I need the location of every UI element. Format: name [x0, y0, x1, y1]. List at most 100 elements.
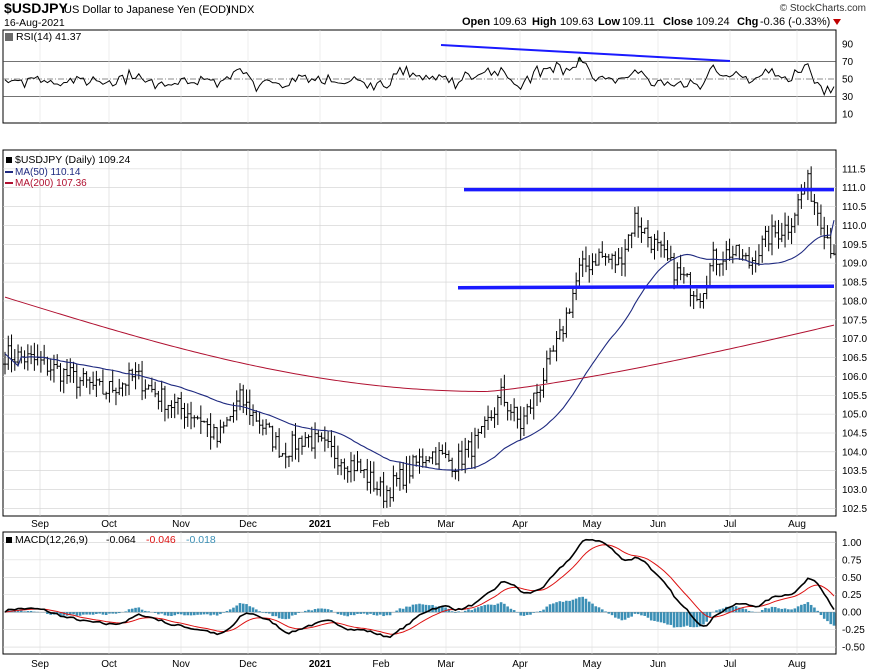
macd-histogram-bar [130, 608, 134, 613]
macd-histogram-bar [108, 612, 111, 614]
macd-histogram-bar [571, 599, 575, 613]
macd-histogram-bar [179, 612, 183, 615]
macd-histogram-bar [506, 606, 509, 613]
macd-tick-label: -0.50 [842, 643, 865, 654]
macd-histogram-bar [806, 602, 810, 613]
macd-histogram-bar [728, 606, 731, 613]
month-tick-label: Nov [172, 659, 190, 670]
macd-histogram-bar [313, 609, 317, 613]
price-axis: 111.5 111.0 110.5 110.0 109.5 109.0 108.5 108.0… [842, 164, 867, 515]
macd-histogram-bar [581, 596, 584, 613]
macd-histogram-bar [832, 612, 836, 626]
price-legend-swatch [6, 157, 12, 163]
price-tick-label: 107.0 [842, 334, 867, 345]
macd-histogram-bar [529, 612, 532, 615]
macd-histogram-bar [323, 608, 327, 613]
macd-histogram-bar [450, 611, 454, 613]
macd-histogram-bar [232, 607, 235, 613]
macd-histogram-bar [457, 611, 460, 613]
macd-tick-label: 0.25 [842, 590, 862, 601]
macd-histogram-bar [379, 612, 382, 615]
macd-histogram-bar [186, 612, 190, 616]
macd-histogram-bar [574, 598, 578, 613]
macd-histogram-bar [679, 612, 682, 628]
macd-histogram-bar [382, 612, 385, 617]
price-panel: 111.5 111.0 110.5 110.0 109.5 109.0 108.5 108.0… [2, 149, 867, 517]
macd-histogram-bar [192, 612, 196, 616]
month-tick-label: Mar [437, 659, 455, 670]
macd-histogram-bar [480, 606, 483, 613]
macd-signal-line [4, 544, 835, 635]
macd-histogram-bar [705, 612, 709, 622]
price-tick-label: 108.5 [842, 278, 867, 289]
macd-histogram-bar [643, 612, 647, 616]
macd-histogram-bar [689, 612, 692, 628]
macd-histogram-bar [486, 604, 490, 613]
rsi-tick-label: 50 [842, 75, 854, 86]
ma50-label: MA(50) 110.14 [15, 167, 81, 178]
macd-histogram-bar [630, 612, 633, 617]
macd-histogram-bar [303, 610, 307, 613]
month-tick-label: Jul [724, 519, 737, 530]
price-tick-label: 111.0 [842, 183, 866, 194]
macd-tick-label: 1.00 [842, 538, 862, 549]
macd-histogram-bar [111, 612, 115, 614]
macd-histogram-bar [751, 611, 754, 613]
macd-histogram-bar [134, 607, 137, 613]
macd-histogram-bar [783, 608, 787, 613]
macd-histogram-bar [33, 611, 36, 613]
macd-histogram-bar [356, 612, 359, 614]
macd-histogram-bar [826, 612, 829, 622]
chg-label: Chg [737, 16, 758, 28]
symbol-title: $USDJPY [4, 0, 68, 16]
macd-histogram-bar [140, 609, 144, 613]
macd-histogram-bar [78, 612, 82, 616]
down-arrow-icon [833, 19, 841, 25]
macd-histogram-bar [770, 606, 774, 613]
month-tick-label: Apr [512, 659, 528, 670]
macd-histogram-bar [95, 612, 98, 615]
macd-histogram-bar [773, 607, 777, 613]
macd-histogram-bar [101, 612, 105, 615]
ma200-line [4, 296, 835, 392]
macd-histogram-bar [669, 612, 673, 625]
macd-histogram-bar [803, 603, 806, 613]
macd-histogram-bar [395, 610, 398, 613]
macd-histogram-bar [114, 612, 118, 614]
macd-histogram-bar [268, 612, 271, 614]
macd-histogram-bar [463, 610, 467, 613]
macd-histogram-bar [307, 609, 310, 613]
macd-histogram-bar [408, 606, 412, 613]
macd-histogram-bar [633, 612, 637, 614]
macd-histogram-bar [238, 603, 242, 613]
macd-histogram-bar [676, 612, 679, 628]
macd-histogram-bar [209, 612, 212, 616]
macd-histogram-bar [6, 610, 10, 613]
macd-histogram-bar [88, 612, 92, 615]
macd-histogram-bar [620, 612, 624, 621]
macd-histogram-bar [13, 611, 17, 613]
macd-tick-label: 0.75 [842, 555, 862, 566]
price-grid [3, 150, 836, 516]
price-tick-label: 110.5 [842, 202, 867, 213]
macd-panel: 1.00 0.75 0.50 0.25 0.00 -0.25 -0.50 MACD(12,2… [2, 531, 865, 655]
price-x-axis: Sep Oct Nov Dec 2021 Feb Mar Apr May Jun Jul Aug [31, 519, 806, 530]
macd-histogram-bar [476, 607, 480, 613]
macd-label: MACD(12,26,9) [15, 534, 88, 546]
macd-histogram-bar [202, 612, 206, 615]
support-line [457, 284, 835, 290]
macd-histogram-bar [470, 610, 474, 613]
macd-histogram-bar [317, 608, 320, 613]
rsi-line [4, 56, 835, 97]
macd-histogram-bar [68, 612, 72, 615]
open-label: Open [462, 16, 490, 28]
macd-histogram-bar [568, 600, 571, 613]
macd-histogram-bar [600, 609, 604, 613]
macd-histogram-bar [587, 601, 591, 613]
macd-histogram-bar [777, 608, 780, 613]
macd-histogram-bar [790, 609, 793, 613]
macd-histogram-bar [20, 610, 23, 613]
macd-histogram-bar [222, 612, 225, 613]
macd-histogram-bar [427, 605, 431, 613]
macd-histogram-bar [780, 608, 784, 613]
